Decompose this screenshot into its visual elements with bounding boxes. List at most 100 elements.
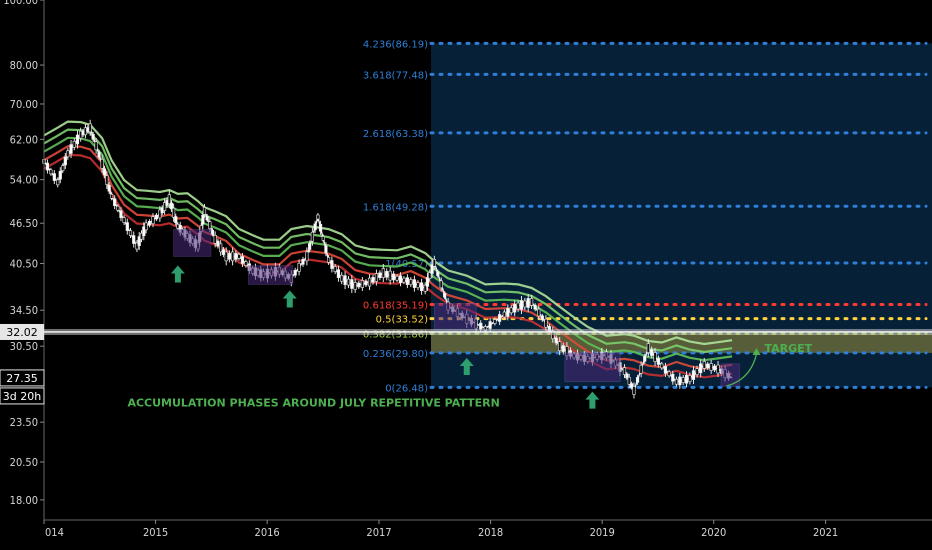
candle-body xyxy=(439,280,443,289)
accumulation-box-4 xyxy=(720,363,740,387)
candle-body xyxy=(513,303,517,313)
candle-body xyxy=(244,261,248,266)
zones-layer xyxy=(430,43,932,388)
candle-body xyxy=(234,253,238,260)
candle-body xyxy=(702,361,706,369)
candle-body xyxy=(100,159,104,169)
candle-body xyxy=(540,315,544,321)
candle-body xyxy=(378,272,382,279)
y-tick-label-1: 80.00 xyxy=(10,59,38,72)
y-tick-label-6: 40.50 xyxy=(10,257,38,270)
x-tick-label-2: 2016 xyxy=(255,526,280,539)
candle-body xyxy=(388,270,392,281)
candle-body xyxy=(297,263,301,272)
candle-body xyxy=(208,221,212,229)
candle-body xyxy=(691,370,696,380)
candle-body xyxy=(374,273,379,282)
candle-body xyxy=(419,282,424,292)
candle-body xyxy=(162,202,167,211)
candle-body xyxy=(667,371,671,377)
candle-body xyxy=(674,378,679,385)
candle-body xyxy=(237,254,241,259)
candle-body xyxy=(660,363,664,369)
candle-body xyxy=(367,277,372,287)
candle-body xyxy=(343,275,347,285)
fib-label-9: 0(26.48) xyxy=(385,383,428,394)
candle-body xyxy=(318,223,323,232)
price-marker-label: 32.02 xyxy=(6,326,38,339)
candle-body xyxy=(305,251,309,262)
candle-body xyxy=(653,352,657,362)
candle-body xyxy=(554,337,558,344)
candle-body xyxy=(537,308,541,317)
candle-body xyxy=(526,298,530,308)
candle-body xyxy=(646,343,650,353)
accumulation-box-1 xyxy=(248,265,294,285)
candle-body xyxy=(488,321,492,329)
candle-body xyxy=(558,341,562,351)
candle-body xyxy=(643,355,647,362)
candle-body xyxy=(709,363,713,371)
candle-body xyxy=(443,292,447,298)
candle-body xyxy=(635,377,640,383)
candle-body xyxy=(385,271,389,278)
accumulation-box-2 xyxy=(433,303,477,330)
candle-body xyxy=(712,365,717,371)
candle-body xyxy=(69,144,73,154)
candle-body xyxy=(353,282,357,290)
candle-body xyxy=(523,300,527,308)
fib-label-6: 0.5(33.52) xyxy=(376,315,428,326)
candle-body xyxy=(109,193,114,199)
last-price-tag xyxy=(0,369,45,387)
candle-body xyxy=(502,311,506,318)
y-tick-label-10: 20.50 xyxy=(10,456,38,469)
candle-body xyxy=(240,256,245,264)
x-tick-label-7: 2021 xyxy=(813,526,838,539)
candle-body xyxy=(125,222,129,231)
candle-body xyxy=(509,307,513,314)
candle-body xyxy=(144,222,148,231)
candle-body xyxy=(561,345,565,352)
candle-body xyxy=(350,279,354,289)
candle-body xyxy=(688,375,692,382)
candle-body xyxy=(105,175,109,185)
candle-body xyxy=(412,279,417,288)
candle-body xyxy=(107,184,111,192)
candle-body xyxy=(336,269,341,278)
accumulation-annotation: ACCUMULATION PHASES AROUND JULY REPETITI… xyxy=(127,396,499,409)
candle-body xyxy=(506,308,510,317)
candle-body xyxy=(425,277,430,287)
candle-body xyxy=(639,364,643,374)
candle-body xyxy=(498,314,502,322)
y-tick-label-8: 30.50 xyxy=(10,340,38,353)
candle-body xyxy=(227,253,231,260)
x-tick-label-6: 2020 xyxy=(701,526,726,539)
candle-body xyxy=(316,214,320,220)
candle-body xyxy=(409,279,413,285)
candle-body xyxy=(716,364,720,374)
candle-body xyxy=(122,217,126,223)
countdown-tag xyxy=(0,387,45,405)
candle-body xyxy=(321,236,325,241)
candle-body xyxy=(151,216,155,224)
candle-body xyxy=(63,156,67,166)
candle-body xyxy=(699,363,703,374)
candle-body xyxy=(293,269,297,276)
candle-body xyxy=(678,376,682,386)
candle-body xyxy=(681,377,685,383)
y-tick-label-11: 18.00 xyxy=(10,494,38,507)
candle-body xyxy=(52,173,56,181)
candle-body xyxy=(381,268,385,278)
up-arrow-icon-3 xyxy=(585,391,600,409)
candle-body xyxy=(360,280,364,288)
candle-body xyxy=(695,368,699,375)
candle-body xyxy=(324,245,328,253)
candle-body xyxy=(516,302,520,310)
ribbon-0 xyxy=(43,136,733,362)
candle-body xyxy=(432,258,436,267)
fib-label-8: 0.236(29.80) xyxy=(363,349,428,360)
candle-body xyxy=(671,373,675,382)
y-tick-label-2: 70.00 xyxy=(10,98,38,111)
candle-body xyxy=(167,194,171,204)
